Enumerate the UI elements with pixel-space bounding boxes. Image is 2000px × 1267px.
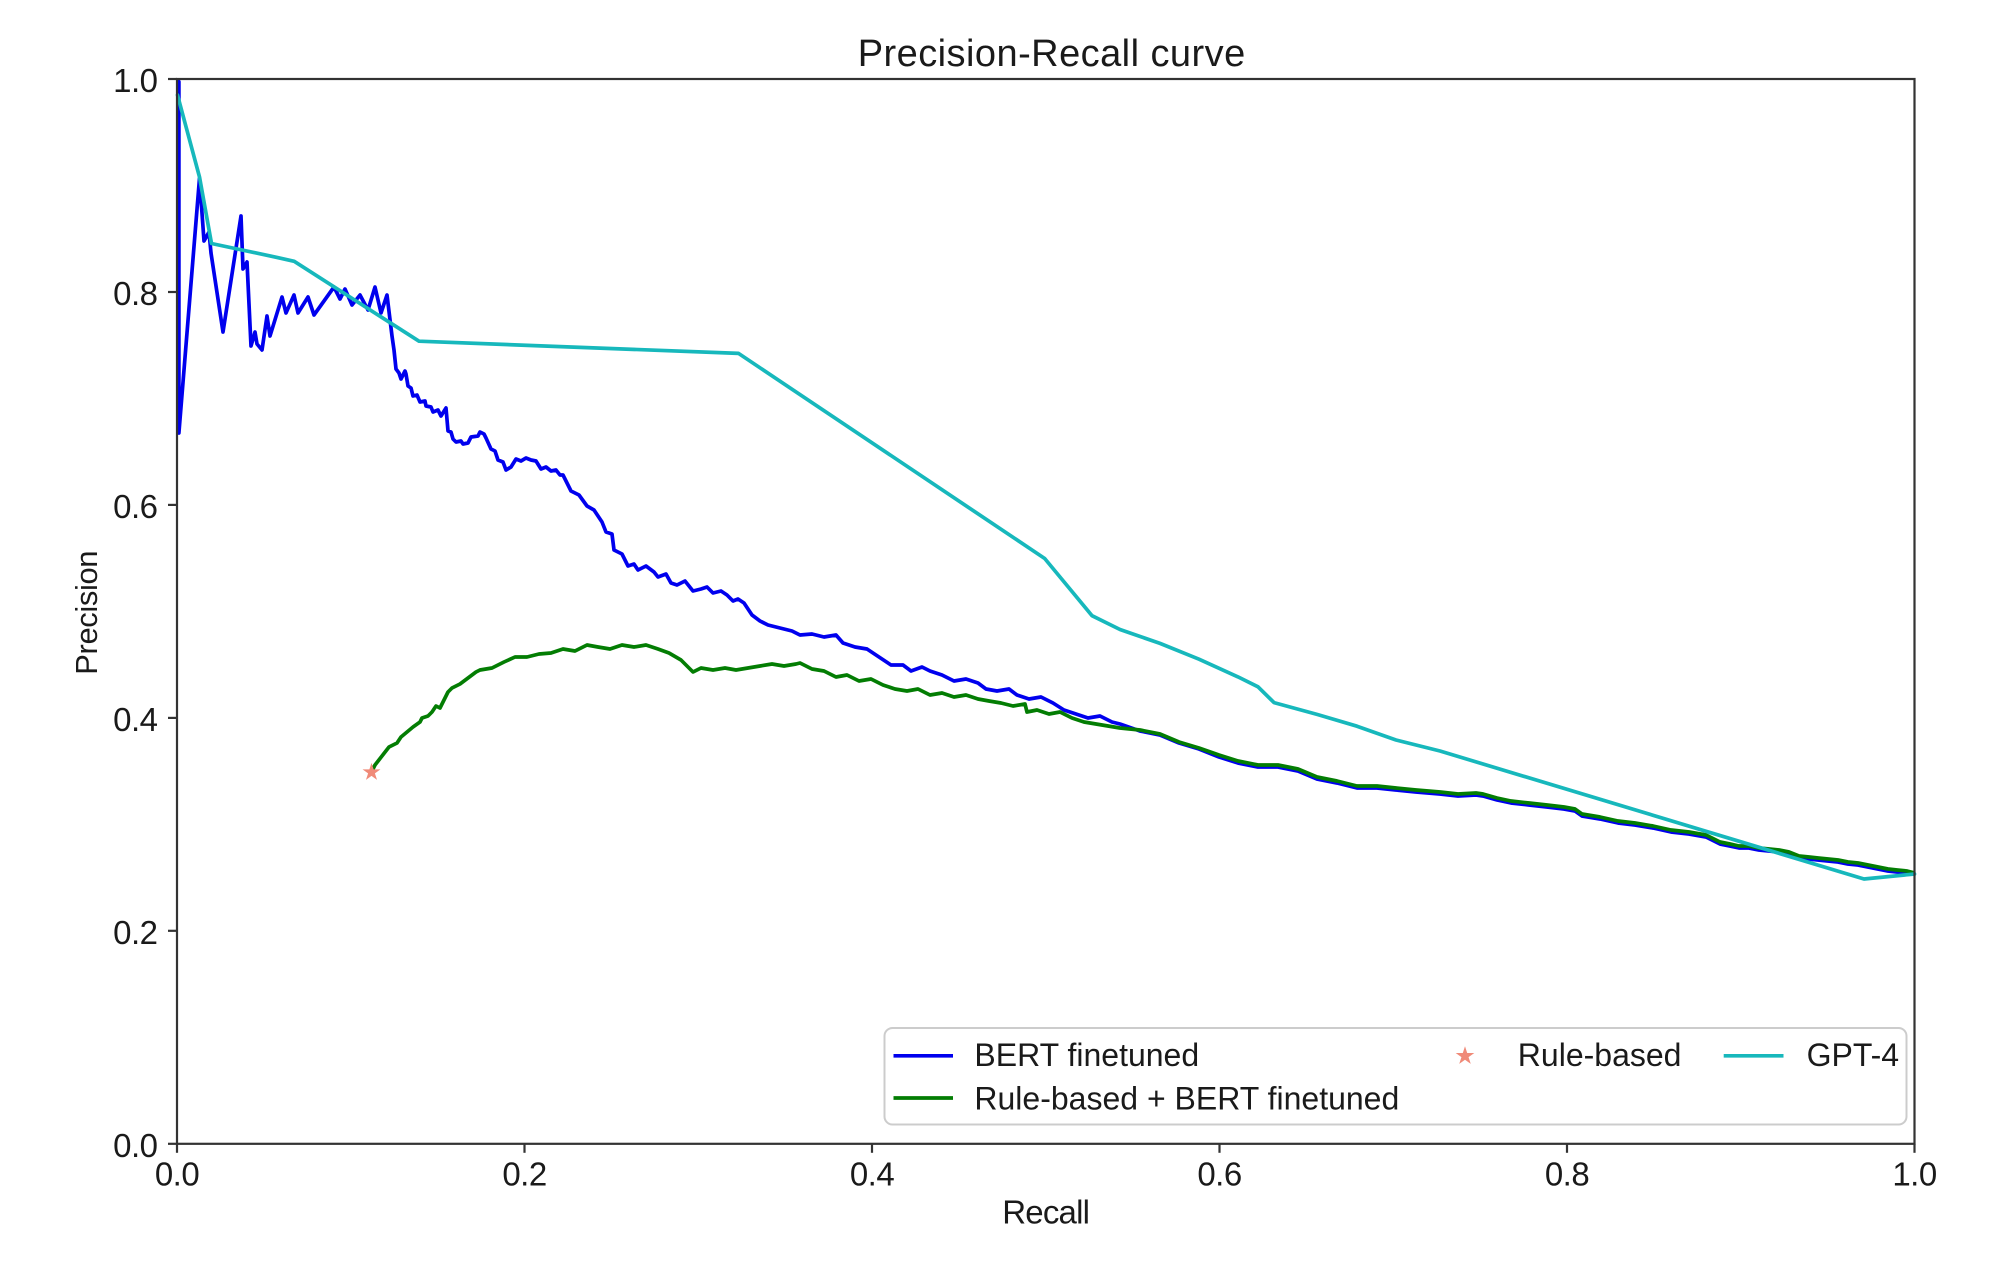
svg-text:Precision-Recall curve: Precision-Recall curve [858,33,1246,75]
svg-text:GPT-4: GPT-4 [1807,1037,1899,1073]
svg-text:0.6: 0.6 [113,488,157,525]
svg-text:1.0: 1.0 [113,62,158,99]
svg-text:Rule-based: Rule-based [1518,1037,1682,1073]
svg-text:0.8: 0.8 [113,275,157,312]
svg-text:1.0: 1.0 [1892,1156,1937,1193]
svg-text:0.2: 0.2 [113,914,157,951]
svg-text:0.2: 0.2 [502,1156,546,1193]
svg-text:BERT finetuned: BERT finetuned [974,1037,1199,1073]
svg-text:0.8: 0.8 [1545,1156,1589,1193]
svg-text:Recall: Recall [1002,1193,1089,1230]
svg-text:0.0: 0.0 [113,1127,158,1164]
svg-text:0.0: 0.0 [155,1156,200,1193]
svg-text:0.4: 0.4 [850,1156,895,1193]
svg-text:Precision: Precision [69,551,104,675]
svg-text:0.4: 0.4 [113,701,158,738]
svg-text:Rule-based + BERT finetuned: Rule-based + BERT finetuned [974,1081,1399,1117]
svg-text:0.6: 0.6 [1197,1156,1241,1193]
